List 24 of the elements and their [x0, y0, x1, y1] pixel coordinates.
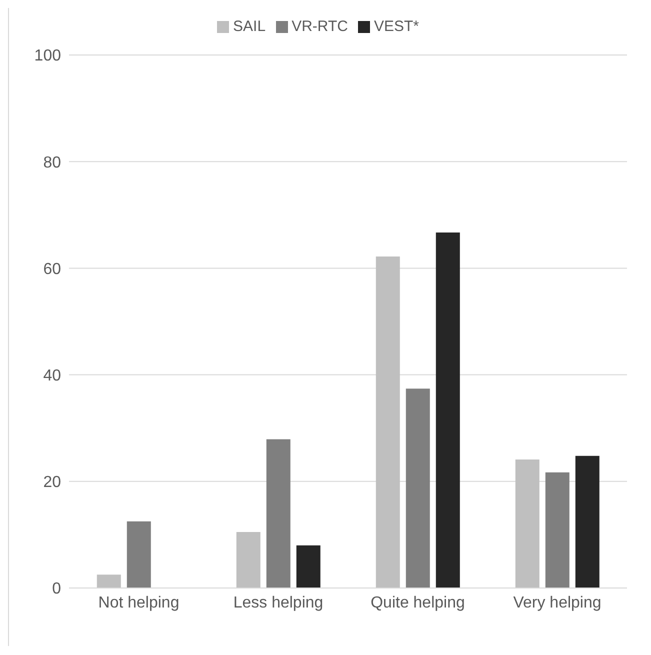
legend-label: SAIL	[233, 18, 266, 35]
bar	[96, 574, 121, 588]
legend-label: VR-RTC	[292, 18, 348, 35]
bar	[436, 232, 460, 588]
y-tick-label: 100	[34, 48, 62, 65]
bar	[236, 532, 260, 588]
bar	[406, 388, 430, 588]
y-tick-label: 80	[43, 154, 62, 172]
y-tick-label: 0	[52, 580, 62, 598]
bar	[296, 545, 320, 588]
bar	[575, 456, 600, 588]
x-tick-label: Less helping	[233, 594, 324, 612]
x-tick-label: Not helping	[98, 594, 180, 612]
bar	[266, 439, 290, 588]
bar	[126, 521, 151, 588]
bar	[545, 472, 570, 588]
y-tick-label: 60	[43, 260, 62, 278]
y-tick-label: 40	[43, 367, 62, 384]
x-tick-label: Very helping	[513, 594, 602, 612]
y-tick-label: 20	[43, 474, 62, 492]
legend-label: VEST*	[374, 18, 419, 35]
bar	[515, 460, 540, 588]
bar	[376, 256, 400, 588]
x-tick-label: Quite helping	[370, 594, 465, 612]
